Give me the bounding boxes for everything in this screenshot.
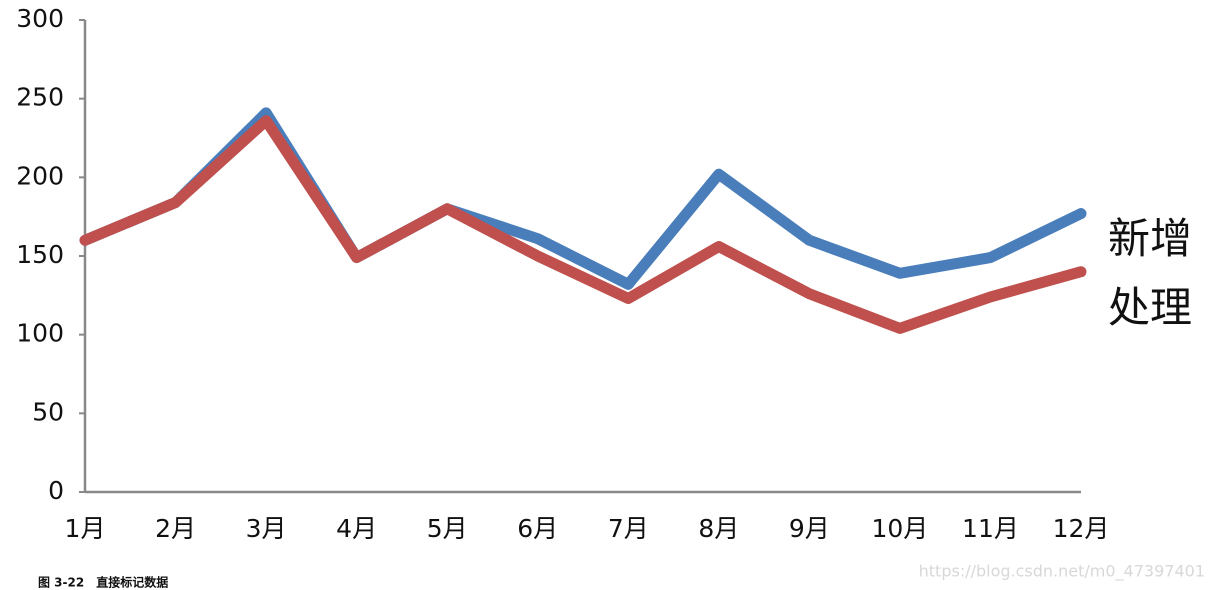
y-tick-label: 300	[16, 4, 64, 33]
x-tick-label: 3月	[246, 514, 287, 543]
x-tick-label: 10月	[872, 514, 929, 543]
y-tick-label: 0	[48, 476, 64, 505]
y-tick-label: 150	[16, 240, 64, 269]
x-tick-label: 2月	[155, 514, 196, 543]
series-line	[79, 107, 1087, 290]
series-label: 处理	[1108, 283, 1192, 332]
x-tick-label: 1月	[65, 514, 106, 543]
watermark: https://blog.csdn.net/m0_47397401	[919, 562, 1205, 582]
x-tick-label: 7月	[608, 514, 649, 543]
y-tick-label: 100	[16, 319, 64, 348]
series-line	[79, 115, 1087, 334]
y-tick-label: 250	[16, 83, 64, 112]
y-tick-label: 200	[16, 161, 64, 190]
caption: 图 3-22 直接标记数据	[38, 575, 168, 590]
series-label: 新增	[1108, 214, 1192, 263]
x-tick-label: 4月	[336, 514, 377, 543]
x-tick-label: 11月	[962, 514, 1019, 543]
x-tick-label: 6月	[517, 514, 558, 543]
x-tick-label: 8月	[698, 514, 739, 543]
x-tick-label: 9月	[789, 514, 830, 543]
y-tick-label: 50	[32, 397, 64, 426]
x-tick-label: 12月	[1053, 514, 1110, 543]
x-tick-label: 5月	[427, 514, 468, 543]
